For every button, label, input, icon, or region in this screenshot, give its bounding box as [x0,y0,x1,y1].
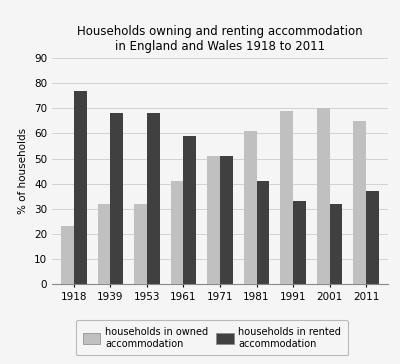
Bar [147,114,160,284]
Bar [207,156,220,284]
Bar [61,226,74,284]
Bar [244,131,256,284]
Bar [317,108,330,284]
Bar [256,181,269,284]
Bar [184,136,196,284]
Bar [171,181,184,284]
Bar [366,191,379,284]
Bar [353,121,366,284]
Bar [98,204,110,284]
Bar [330,204,342,284]
Bar [74,91,87,284]
Legend: households in owned
accommodation, households in rented
accommodation: households in owned accommodation, house… [76,320,348,356]
Bar [110,114,123,284]
Bar [220,156,233,284]
Bar [293,201,306,284]
Bar [134,204,147,284]
Bar [280,111,293,284]
Title: Households owning and renting accommodation
in England and Wales 1918 to 2011: Households owning and renting accommodat… [77,25,363,53]
Y-axis label: % of households: % of households [18,128,28,214]
